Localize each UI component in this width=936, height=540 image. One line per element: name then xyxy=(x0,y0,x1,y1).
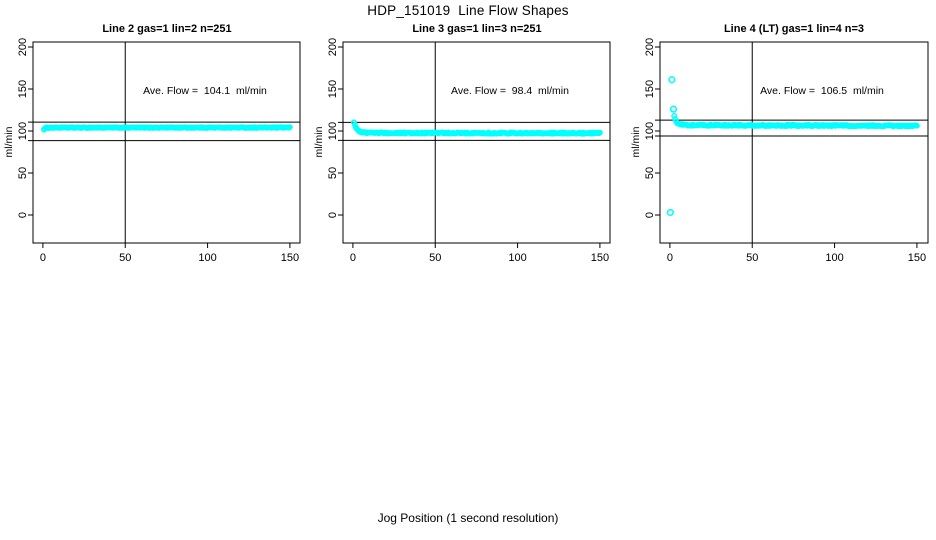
x-axis-label: Jog Position (1 second resolution) xyxy=(377,511,559,525)
svg-text:0: 0 xyxy=(17,212,29,218)
panel2-title: Line 3 gas=1 lin=3 n=251 xyxy=(412,23,542,35)
svg-text:50: 50 xyxy=(119,252,131,264)
panel1-ave-flow-label: Ave. Flow = 104.1 ml/min xyxy=(143,85,267,97)
svg-text:200: 200 xyxy=(644,38,656,56)
svg-text:50: 50 xyxy=(746,252,758,264)
svg-text:50: 50 xyxy=(429,252,441,264)
svg-text:150: 150 xyxy=(644,80,656,98)
svg-text:150: 150 xyxy=(908,252,926,264)
svg-text:100: 100 xyxy=(644,122,656,140)
svg-text:100: 100 xyxy=(198,252,216,264)
page-title: HDP_151019 Line Flow Shapes xyxy=(367,3,569,18)
svg-text:0: 0 xyxy=(327,212,339,218)
svg-text:0: 0 xyxy=(644,212,656,218)
svg-text:150: 150 xyxy=(281,252,299,264)
panel2-ave-flow-label: Ave. Flow = 98.4 ml/min xyxy=(451,85,569,97)
svg-text:50: 50 xyxy=(644,167,656,179)
svg-text:150: 150 xyxy=(591,252,609,264)
svg-text:0: 0 xyxy=(350,252,356,264)
panel3-title: Line 4 (LT) gas=1 lin=4 n=3 xyxy=(723,23,865,35)
svg-text:100: 100 xyxy=(17,122,29,140)
svg-text:100: 100 xyxy=(508,252,526,264)
panel3-y-axis-label: ml/min xyxy=(630,126,642,158)
svg-text:200: 200 xyxy=(17,38,29,56)
svg-text:50: 50 xyxy=(327,167,339,179)
svg-text:100: 100 xyxy=(327,122,339,140)
svg-text:200: 200 xyxy=(327,38,339,56)
panel1-y-axis-label: ml/min xyxy=(3,126,15,158)
panel2-y-axis-label: ml/min xyxy=(313,126,325,158)
svg-text:0: 0 xyxy=(40,252,46,264)
panel1-title: Line 2 gas=1 lin=2 n=251 xyxy=(102,23,232,35)
svg-text:150: 150 xyxy=(327,80,339,98)
panel3-ave-flow-label: Ave. Flow = 106.5 ml/min xyxy=(760,85,884,97)
svg-text:0: 0 xyxy=(667,252,673,264)
svg-text:150: 150 xyxy=(17,80,29,98)
svg-text:100: 100 xyxy=(825,252,843,264)
svg-text:50: 50 xyxy=(17,167,29,179)
